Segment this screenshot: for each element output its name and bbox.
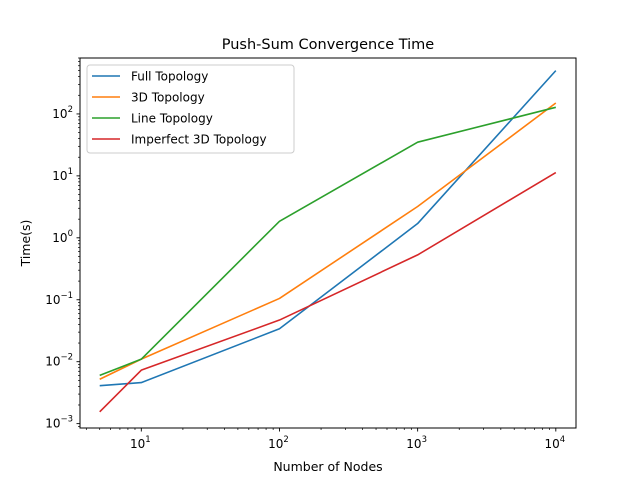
series-line-2: [99, 102, 557, 380]
legend: Full Topology 3D Topology Line Topology Imp…: [86, 64, 295, 154]
series-lines: [99, 70, 557, 413]
y-tick-label-base: 10: [45, 355, 60, 369]
x-tick-label-exponent: 3: [422, 435, 427, 445]
series-line-4: [99, 171, 557, 413]
y-tick-label-exponent: −2: [60, 353, 73, 363]
legend-box: [86, 64, 295, 154]
x-axis-label: Number of Nodes: [273, 459, 382, 474]
x-tick-label: 104: [544, 435, 565, 451]
y-tick-label-exponent: 0: [68, 229, 73, 239]
y-tick-label-base: 10: [45, 417, 60, 431]
x-tick-label: 103: [406, 435, 427, 451]
y-tick-label-exponent: 2: [68, 105, 73, 115]
y-tick-label: 101: [52, 167, 73, 183]
x-tick-label-exponent: 2: [283, 435, 288, 445]
y-tick-label-base: 10: [52, 231, 67, 245]
x-axis-ticks: 101 102 103 104: [85, 428, 565, 451]
chart-title: Push-Sum Convergence Time: [222, 37, 435, 53]
axes-frame: [79, 57, 577, 429]
series-line-3: [99, 106, 557, 377]
x-tick-label-base: 10: [130, 437, 145, 451]
y-tick-label: 10−3: [45, 415, 73, 431]
legend-label-4: Imperfect 3D Topology: [131, 133, 267, 147]
x-tick-label: 102: [268, 435, 289, 451]
y-tick-label-base: 10: [52, 169, 67, 183]
y-tick-label: 10−1: [45, 291, 73, 307]
y-tick-label-base: 10: [45, 293, 60, 307]
x-tick-label-base: 10: [406, 437, 421, 451]
x-tick-label-exponent: 1: [145, 435, 150, 445]
y-tick-label-exponent: −1: [60, 291, 73, 301]
legend-label-2: 3D Topology: [131, 91, 205, 105]
x-tick-label: 101: [130, 435, 151, 451]
y-tick-label-exponent: −3: [60, 415, 73, 425]
legend-label-3: Line Topology: [131, 112, 213, 126]
y-tick-label: 102: [52, 105, 73, 121]
x-tick-label-base: 10: [268, 437, 283, 451]
y-tick-label: 10−2: [45, 353, 73, 369]
x-tick-label-exponent: 4: [560, 435, 565, 445]
x-tick-label-base: 10: [544, 437, 559, 451]
y-tick-label-exponent: 1: [68, 167, 73, 177]
y-tick-label: 100: [52, 229, 73, 245]
legend-label-1: Full Topology: [131, 70, 208, 84]
y-tick-label-base: 10: [52, 107, 67, 121]
y-axis-label: Time(s): [18, 220, 33, 268]
